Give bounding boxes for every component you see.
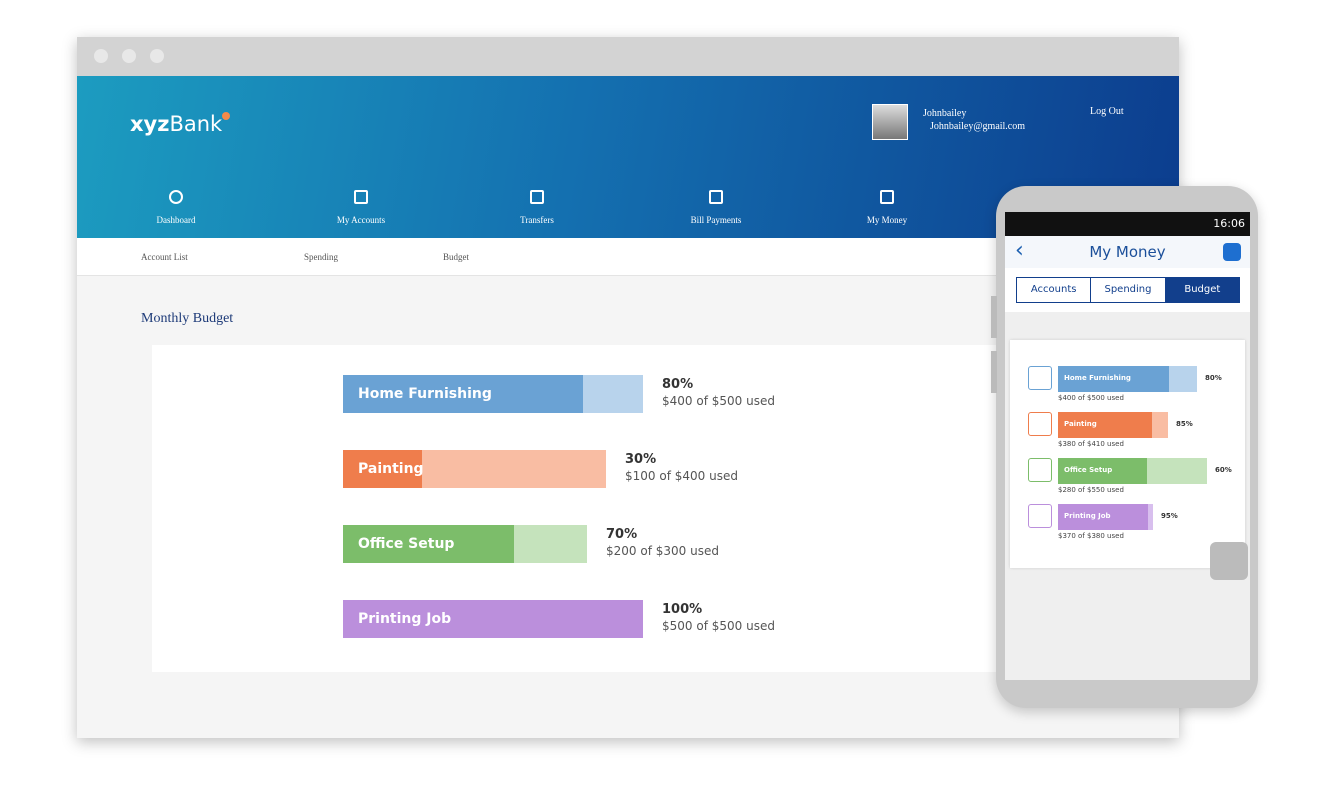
budget-fill [1058,412,1152,438]
logo-dot [222,112,231,120]
budget-fill [1058,458,1148,484]
logo-rest: Bank [169,112,223,136]
tab[interactable]: Accounts [1017,278,1092,302]
user-name: Johnbailey [923,108,967,119]
back-button[interactable]: ‹ [1015,238,1024,263]
item-icon [1028,366,1052,390]
budget-card: Home Furnishing 80% $400 of $500 used Paint… [152,345,1032,672]
nav-item[interactable]: Dashboard [156,215,196,225]
tabs: Accounts Spending Budget [1016,277,1240,303]
budget-used: $100 of $400 used [625,469,738,483]
item-icon [1028,504,1052,528]
budget-used: $500 of $500 used [662,619,775,633]
nav-item[interactable]: My Money [866,215,908,225]
nav-icon [169,190,183,204]
item-icon [1028,458,1052,482]
phone-title: My Money [1089,243,1166,261]
user-email: Johnbailey@gmail.com [930,121,1026,132]
logo-bold: xyz [130,112,170,136]
avatar [872,104,908,140]
header: xyzBank Johnbailey Johnbailey@gmail.com … [77,76,1179,238]
logout[interactable]: Log Out [1090,106,1124,117]
budget-fill [343,450,422,488]
subnav: Account List Spending Budget [77,238,1179,276]
nav-item[interactable]: Bill Payments [690,215,742,225]
budget-fill [343,600,643,638]
budget-percent: 70% [606,527,638,542]
phone-budget-card: Home Furnishing 80% $400 of $500 used Paint… [1010,340,1245,568]
budget-used: $380 of $410 used [1058,440,1124,448]
budget-used: $400 of $500 used [1058,394,1124,402]
tab[interactable]: Spending [1091,278,1166,302]
budget-name: Printing Job [358,611,452,627]
item-icon [1028,412,1052,436]
nav-item[interactable]: My Accounts [336,215,386,225]
status-bar [1005,212,1250,236]
subnav-item[interactable]: Account List [141,252,188,262]
budget-fill [343,375,583,413]
budget-name: Painting [1064,420,1097,428]
budget-percent: 30% [625,452,657,467]
logo[interactable]: xyzBank [130,112,231,136]
section-title: Monthly Budget [141,311,234,326]
budget-name: Home Furnishing [1064,374,1131,382]
tab[interactable]: Budget [1165,278,1239,302]
phone: 16:06 ‹ My Money Accounts Spending Budget … [991,186,1258,708]
nav-item[interactable]: Transfers [520,215,554,225]
nav-icon [530,190,544,204]
budget-used: $370 of $380 used [1058,532,1124,540]
nav-icon [354,190,368,204]
budget-name: Office Setup [358,536,455,552]
budget-percent: 60% [1215,466,1232,474]
nav-icon [709,190,723,204]
budget-percent: 80% [662,377,694,392]
phone-header [1005,236,1250,268]
nav-icon [880,190,894,204]
budget-name: Printing Job [1064,512,1111,520]
phone-button [991,351,997,393]
budget-name: Painting [358,461,424,477]
floating-button[interactable] [1210,542,1248,580]
budget-name: Office Setup [1064,466,1113,474]
budget-percent: 85% [1176,420,1193,428]
subnav-item[interactable]: Budget [443,252,469,262]
subnav-item[interactable]: Spending [304,252,339,262]
budget-fill [1058,504,1149,530]
budget-percent: 95% [1161,512,1178,520]
status-time: 16:06 [1213,217,1245,230]
budget-name: Home Furnishing [358,386,492,402]
notification-icon[interactable] [1223,243,1241,261]
title-bar [77,37,1179,76]
phone-button [991,296,997,338]
budget-percent: 100% [662,602,703,617]
budget-fill [343,525,514,563]
budget-fill [1058,366,1170,392]
budget-percent: 80% [1205,374,1222,382]
budget-used: $400 of $500 used [662,394,775,408]
budget-used: $200 of $300 used [606,544,719,558]
budget-used: $280 of $550 used [1058,486,1124,494]
phone-screen: 16:06 ‹ My Money Accounts Spending Budget … [1005,212,1250,680]
